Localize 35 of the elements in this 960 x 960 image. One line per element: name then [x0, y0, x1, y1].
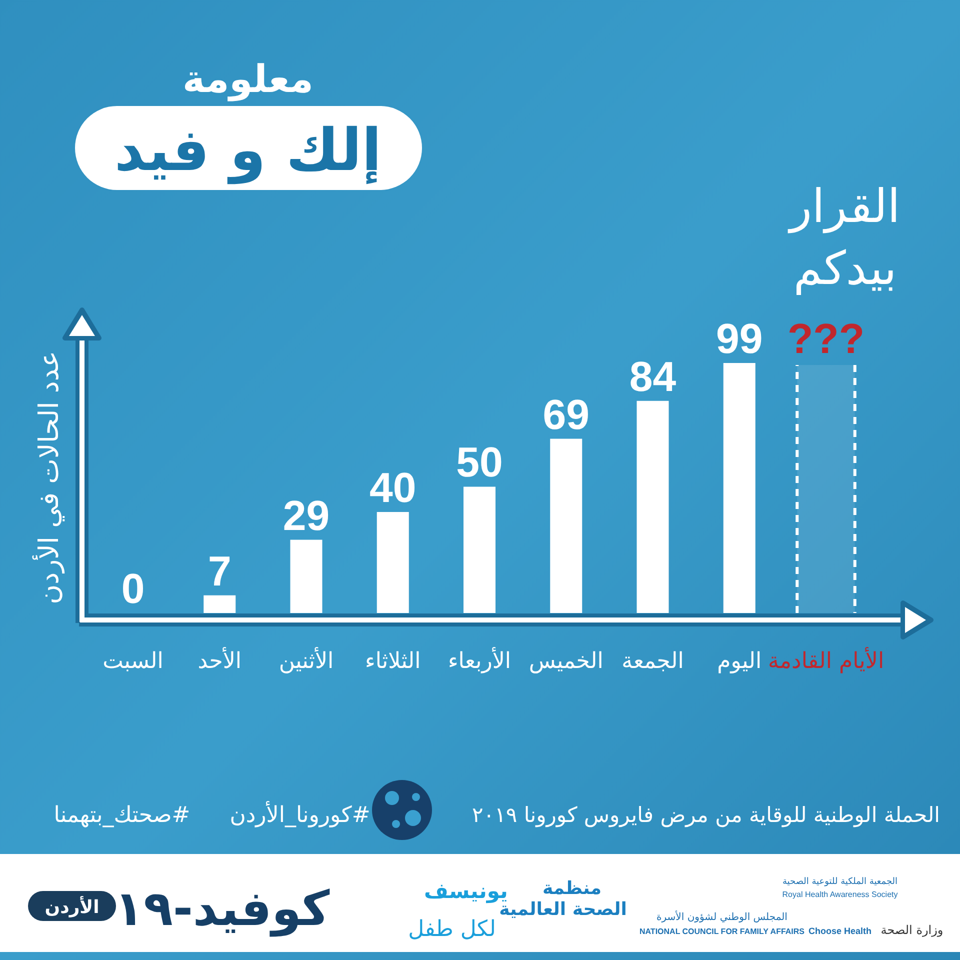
x-tick-label: السبت — [102, 649, 164, 674]
text: #كورونا_الأردن — [230, 801, 370, 828]
text: الأردن — [44, 896, 100, 918]
text: الحملة الوطنية للوقاية من مرض فايروس كورونا ٢٠١٩ — [472, 803, 940, 828]
data-label: 84 — [629, 352, 677, 400]
x-tick-label: الثلاثاء — [364, 649, 421, 674]
text: وزارة الصحة — [880, 923, 944, 937]
x-tick-label: اليوم — [717, 649, 762, 674]
text: كوفيد-١٩ — [114, 881, 330, 937]
x-tick-label: الجمعة — [622, 649, 684, 674]
text: المجلس الوطني لشؤون الأسرة — [656, 910, 788, 923]
x-tick-label: الأحد — [198, 647, 242, 674]
text: #صحتك_بتهمنا — [54, 803, 190, 828]
text: Royal Health Awareness Society — [782, 890, 898, 899]
text: NATIONAL COUNCIL FOR FAMILY AFFAIRS — [639, 927, 806, 936]
data-label: 50 — [456, 438, 503, 486]
text: الجمعية الملكية للتوعية الصحية — [782, 877, 898, 887]
x-tick-label: الخميس — [528, 649, 604, 674]
y-axis-title: عدد الحالات في الأردن — [32, 350, 65, 604]
chart-title: معلومة — [182, 57, 314, 102]
data-label: 69 — [542, 390, 590, 438]
data-label: 99 — [716, 315, 763, 362]
x-tick-label: الأثنين — [278, 647, 334, 674]
x-tick-label: الأربعاء — [448, 647, 512, 674]
text: القرار بيدكم — [788, 179, 900, 296]
data-label: 40 — [370, 464, 416, 511]
text: منظمة — [542, 878, 602, 899]
text: Choose Health — [808, 926, 872, 936]
text: ??? — [788, 315, 864, 362]
x-tick-label: الأيام القادمة — [768, 647, 884, 674]
text: لكل طفل — [408, 917, 496, 942]
data-label: 29 — [282, 492, 330, 539]
data-label: 7 — [208, 547, 232, 594]
data-label: 0 — [121, 565, 145, 612]
chart-subtitle: إلك و فيد — [114, 116, 382, 185]
